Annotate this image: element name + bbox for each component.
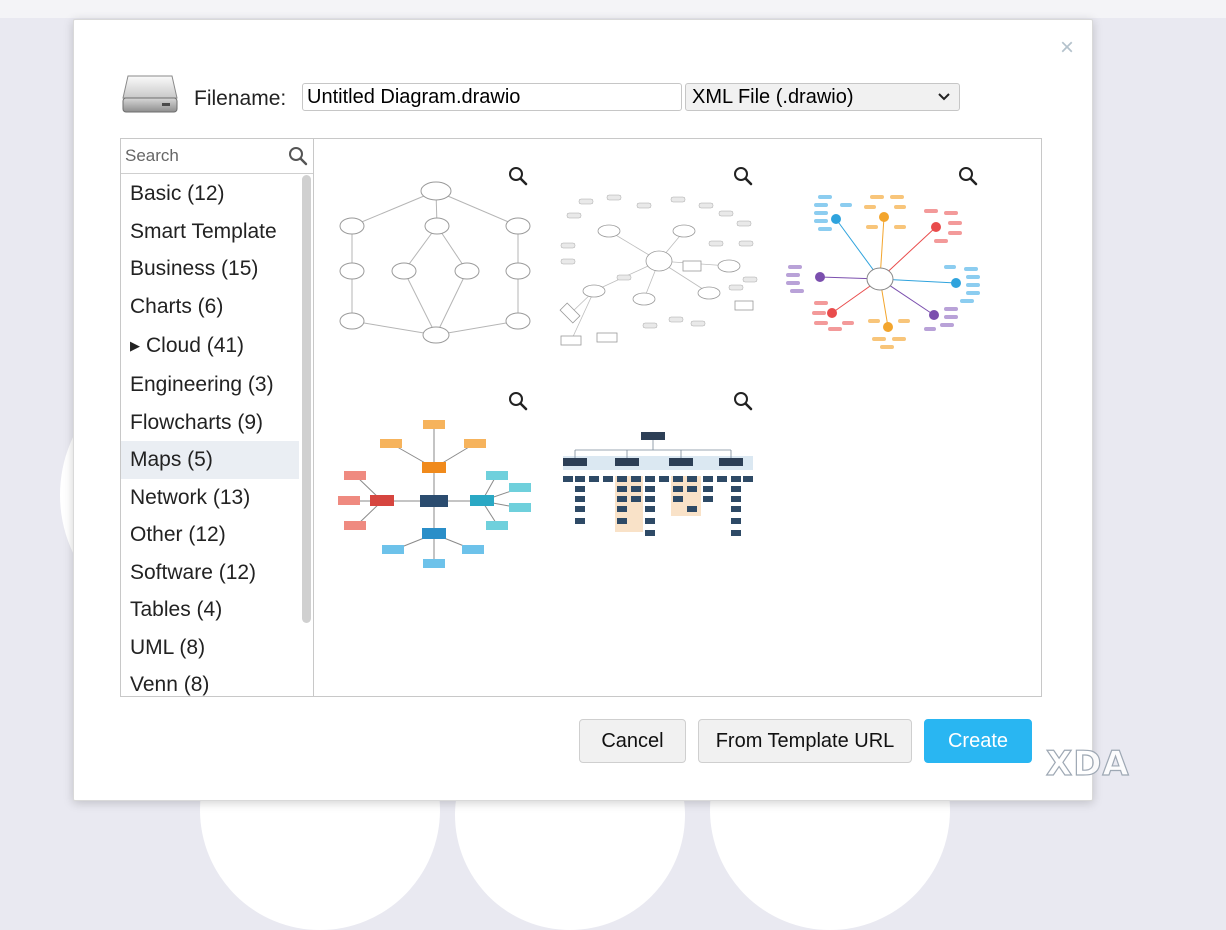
org-map-template[interactable]: [559, 384, 759, 574]
category-charts[interactable]: Charts (6): [130, 294, 224, 318]
close-icon[interactable]: ×: [1059, 34, 1074, 61]
xda-watermark: XDA: [1045, 743, 1130, 784]
org-map-preview: [563, 432, 753, 536]
category-maps[interactable]: Maps (5): [121, 441, 299, 479]
zoom-icon[interactable]: [733, 166, 753, 186]
cancel-button[interactable]: Cancel: [579, 719, 686, 763]
category-flowcharts[interactable]: Flowcharts (9): [130, 410, 264, 434]
file-type-select[interactable]: XML File (.drawio): [685, 83, 960, 111]
concept-map-preview: [339, 181, 531, 344]
category-sidebar: Basic (12) Smart Template Business (15) …: [120, 138, 314, 697]
zoom-icon[interactable]: [508, 166, 528, 186]
category-software[interactable]: Software (12): [130, 560, 257, 584]
radial-map-template[interactable]: [334, 384, 534, 574]
create-button[interactable]: Create: [924, 719, 1032, 763]
search-box: [121, 139, 314, 174]
expand-triangle-icon[interactable]: ▶: [130, 338, 140, 353]
template-preview-area: [313, 138, 1042, 697]
category-uml[interactable]: UML (8): [130, 635, 206, 659]
new-diagram-dialog: × Filename: XML File (.drawio): [73, 19, 1093, 801]
category-venn[interactable]: Venn (8): [130, 673, 210, 696]
category-basic[interactable]: Basic (12): [130, 182, 225, 205]
mind-map-preview: [559, 194, 758, 346]
zoom-icon[interactable]: [508, 391, 528, 411]
search-input[interactable]: [121, 139, 289, 173]
category-smart-template[interactable]: Smart Template: [130, 219, 277, 243]
filename-input[interactable]: [302, 83, 682, 111]
search-icon[interactable]: [288, 146, 308, 166]
category-other[interactable]: Other (12): [130, 523, 226, 546]
concept-map-template[interactable]: [334, 159, 534, 349]
color-mind-map-template[interactable]: [784, 159, 984, 349]
mind-map-template[interactable]: [559, 159, 759, 349]
filename-label: Filename:: [194, 87, 287, 110]
category-tables[interactable]: Tables (4): [130, 598, 223, 621]
category-list: Basic (12) Smart Template Business (15) …: [121, 175, 299, 696]
color-mind-map-preview: [786, 195, 980, 349]
radial-map-preview: [338, 420, 531, 568]
category-business[interactable]: Business (15): [130, 257, 259, 280]
zoom-icon[interactable]: [958, 166, 978, 186]
scrollbar-thumb[interactable]: [302, 175, 311, 623]
category-cloud[interactable]: ▶ Cloud (41): [130, 334, 245, 357]
category-network[interactable]: Network (13): [130, 485, 251, 509]
from-template-url-button[interactable]: From Template URL: [698, 719, 912, 763]
chevron-down-icon: [937, 84, 951, 117]
category-engineering[interactable]: Engineering (3): [130, 373, 274, 396]
file-type-selected: XML File (.drawio): [692, 86, 854, 108]
category-scrollbar[interactable]: [302, 175, 311, 695]
zoom-icon[interactable]: [733, 391, 753, 411]
app-toolbar-strip: [0, 0, 1226, 18]
hard-drive-icon: [122, 75, 178, 113]
